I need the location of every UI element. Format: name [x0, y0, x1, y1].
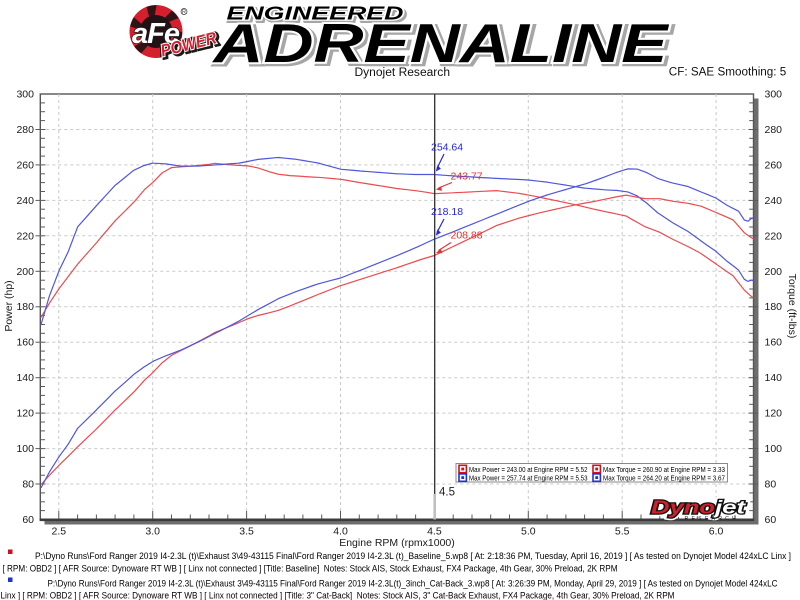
svg-text:Max Power = 243.00 at Engine R: Max Power = 243.00 at Engine RPM = 5.52: [469, 465, 588, 474]
svg-text:280: 280: [765, 124, 783, 136]
svg-text:Dynojet: Dynojet: [651, 497, 746, 518]
svg-text:4.0: 4.0: [333, 526, 348, 538]
svg-text:Dynojet: Dynojet: [651, 497, 746, 518]
svg-text:243.77: 243.77: [451, 170, 483, 182]
svg-text:180: 180: [765, 301, 783, 313]
svg-text:200: 200: [765, 266, 783, 278]
svg-text:Power (hp): Power (hp): [3, 280, 15, 331]
svg-text:4.5: 4.5: [439, 487, 455, 499]
svg-text:260: 260: [765, 159, 783, 171]
svg-text:5.5: 5.5: [615, 526, 630, 538]
svg-text:300: 300: [16, 89, 34, 101]
svg-text:60: 60: [22, 514, 34, 526]
svg-text:2.5: 2.5: [51, 526, 66, 538]
svg-text:4.5: 4.5: [427, 526, 442, 538]
svg-text:CF: SAE Smoothing: 5: CF: SAE Smoothing: 5: [669, 67, 787, 79]
svg-text:Engine RPM (rpmx1000): Engine RPM (rpmx1000): [339, 537, 455, 549]
svg-text:240: 240: [765, 195, 783, 207]
svg-text:5.0: 5.0: [521, 526, 536, 538]
svg-text:Max Power = 257.74 at Engine R: Max Power = 257.74 at Engine RPM = 5.53: [469, 473, 588, 482]
svg-text:254.64: 254.64: [431, 142, 463, 154]
svg-text:aFe: aFe: [132, 18, 180, 50]
svg-text:280: 280: [16, 124, 34, 136]
svg-text:ADRENALINE: ADRENALINE: [211, 12, 670, 74]
svg-text:140: 140: [765, 372, 783, 384]
svg-text:[ RPM: OBD2 ] [ AFR Source: Dy: [ RPM: OBD2 ] [ AFR Source: Dynoware RT …: [3, 563, 618, 573]
svg-text:P:\Dyno Runs\Ford Ranger 2019: P:\Dyno Runs\Ford Ranger 2019 I4-2.3L (t…: [48, 578, 778, 588]
svg-text:ENGINEERED: ENGINEERED: [227, 4, 404, 24]
svg-text:RESEARCH: RESEARCH: [685, 516, 739, 522]
svg-text:Dynojet Research: Dynojet Research: [355, 67, 451, 79]
svg-text:200: 200: [16, 266, 34, 278]
svg-text:6.0: 6.0: [709, 526, 724, 538]
svg-text:ENGINEERED: ENGINEERED: [229, 6, 406, 26]
svg-text:218.18: 218.18: [431, 206, 463, 218]
svg-text:100: 100: [16, 443, 34, 455]
svg-text:R: R: [182, 10, 186, 16]
svg-text:120: 120: [765, 408, 783, 420]
svg-text:ADRENALINE: ADRENALINE: [214, 15, 673, 77]
svg-text:100: 100: [765, 443, 783, 455]
svg-text:Torque (ft-lbs): Torque (ft-lbs): [786, 274, 798, 339]
svg-text:3.5: 3.5: [239, 526, 254, 538]
svg-text:Linx ] [ RPM: OBD2 ] [ AFR Sou: Linx ] [ RPM: OBD2 ] [ AFR Source: Dynow…: [1, 590, 675, 600]
svg-text:Max Torque = 264.20 at Engine: Max Torque = 264.20 at Engine RPM = 3.67: [603, 473, 725, 482]
svg-text:Max Torque = 260.90 at Engine: Max Torque = 260.90 at Engine RPM = 3.33: [603, 465, 725, 474]
svg-text:220: 220: [16, 230, 34, 242]
svg-text:240: 240: [16, 195, 34, 207]
svg-text:300: 300: [765, 89, 783, 101]
svg-text:208.88: 208.88: [451, 230, 483, 242]
svg-text:3.0: 3.0: [145, 526, 160, 538]
svg-text:180: 180: [16, 301, 34, 313]
svg-text:160: 160: [765, 337, 783, 349]
svg-text:260: 260: [16, 159, 34, 171]
svg-text:120: 120: [16, 408, 34, 420]
svg-text:80: 80: [765, 479, 777, 491]
svg-text:80: 80: [22, 479, 34, 491]
svg-text:140: 140: [16, 372, 34, 384]
svg-text:60: 60: [765, 514, 777, 526]
svg-text:P:\Dyno Runs\Ford Ranger 2019: P:\Dyno Runs\Ford Ranger 2019 I4-2.3L (t…: [35, 551, 791, 561]
svg-text:220: 220: [765, 230, 783, 242]
svg-text:160: 160: [16, 337, 34, 349]
